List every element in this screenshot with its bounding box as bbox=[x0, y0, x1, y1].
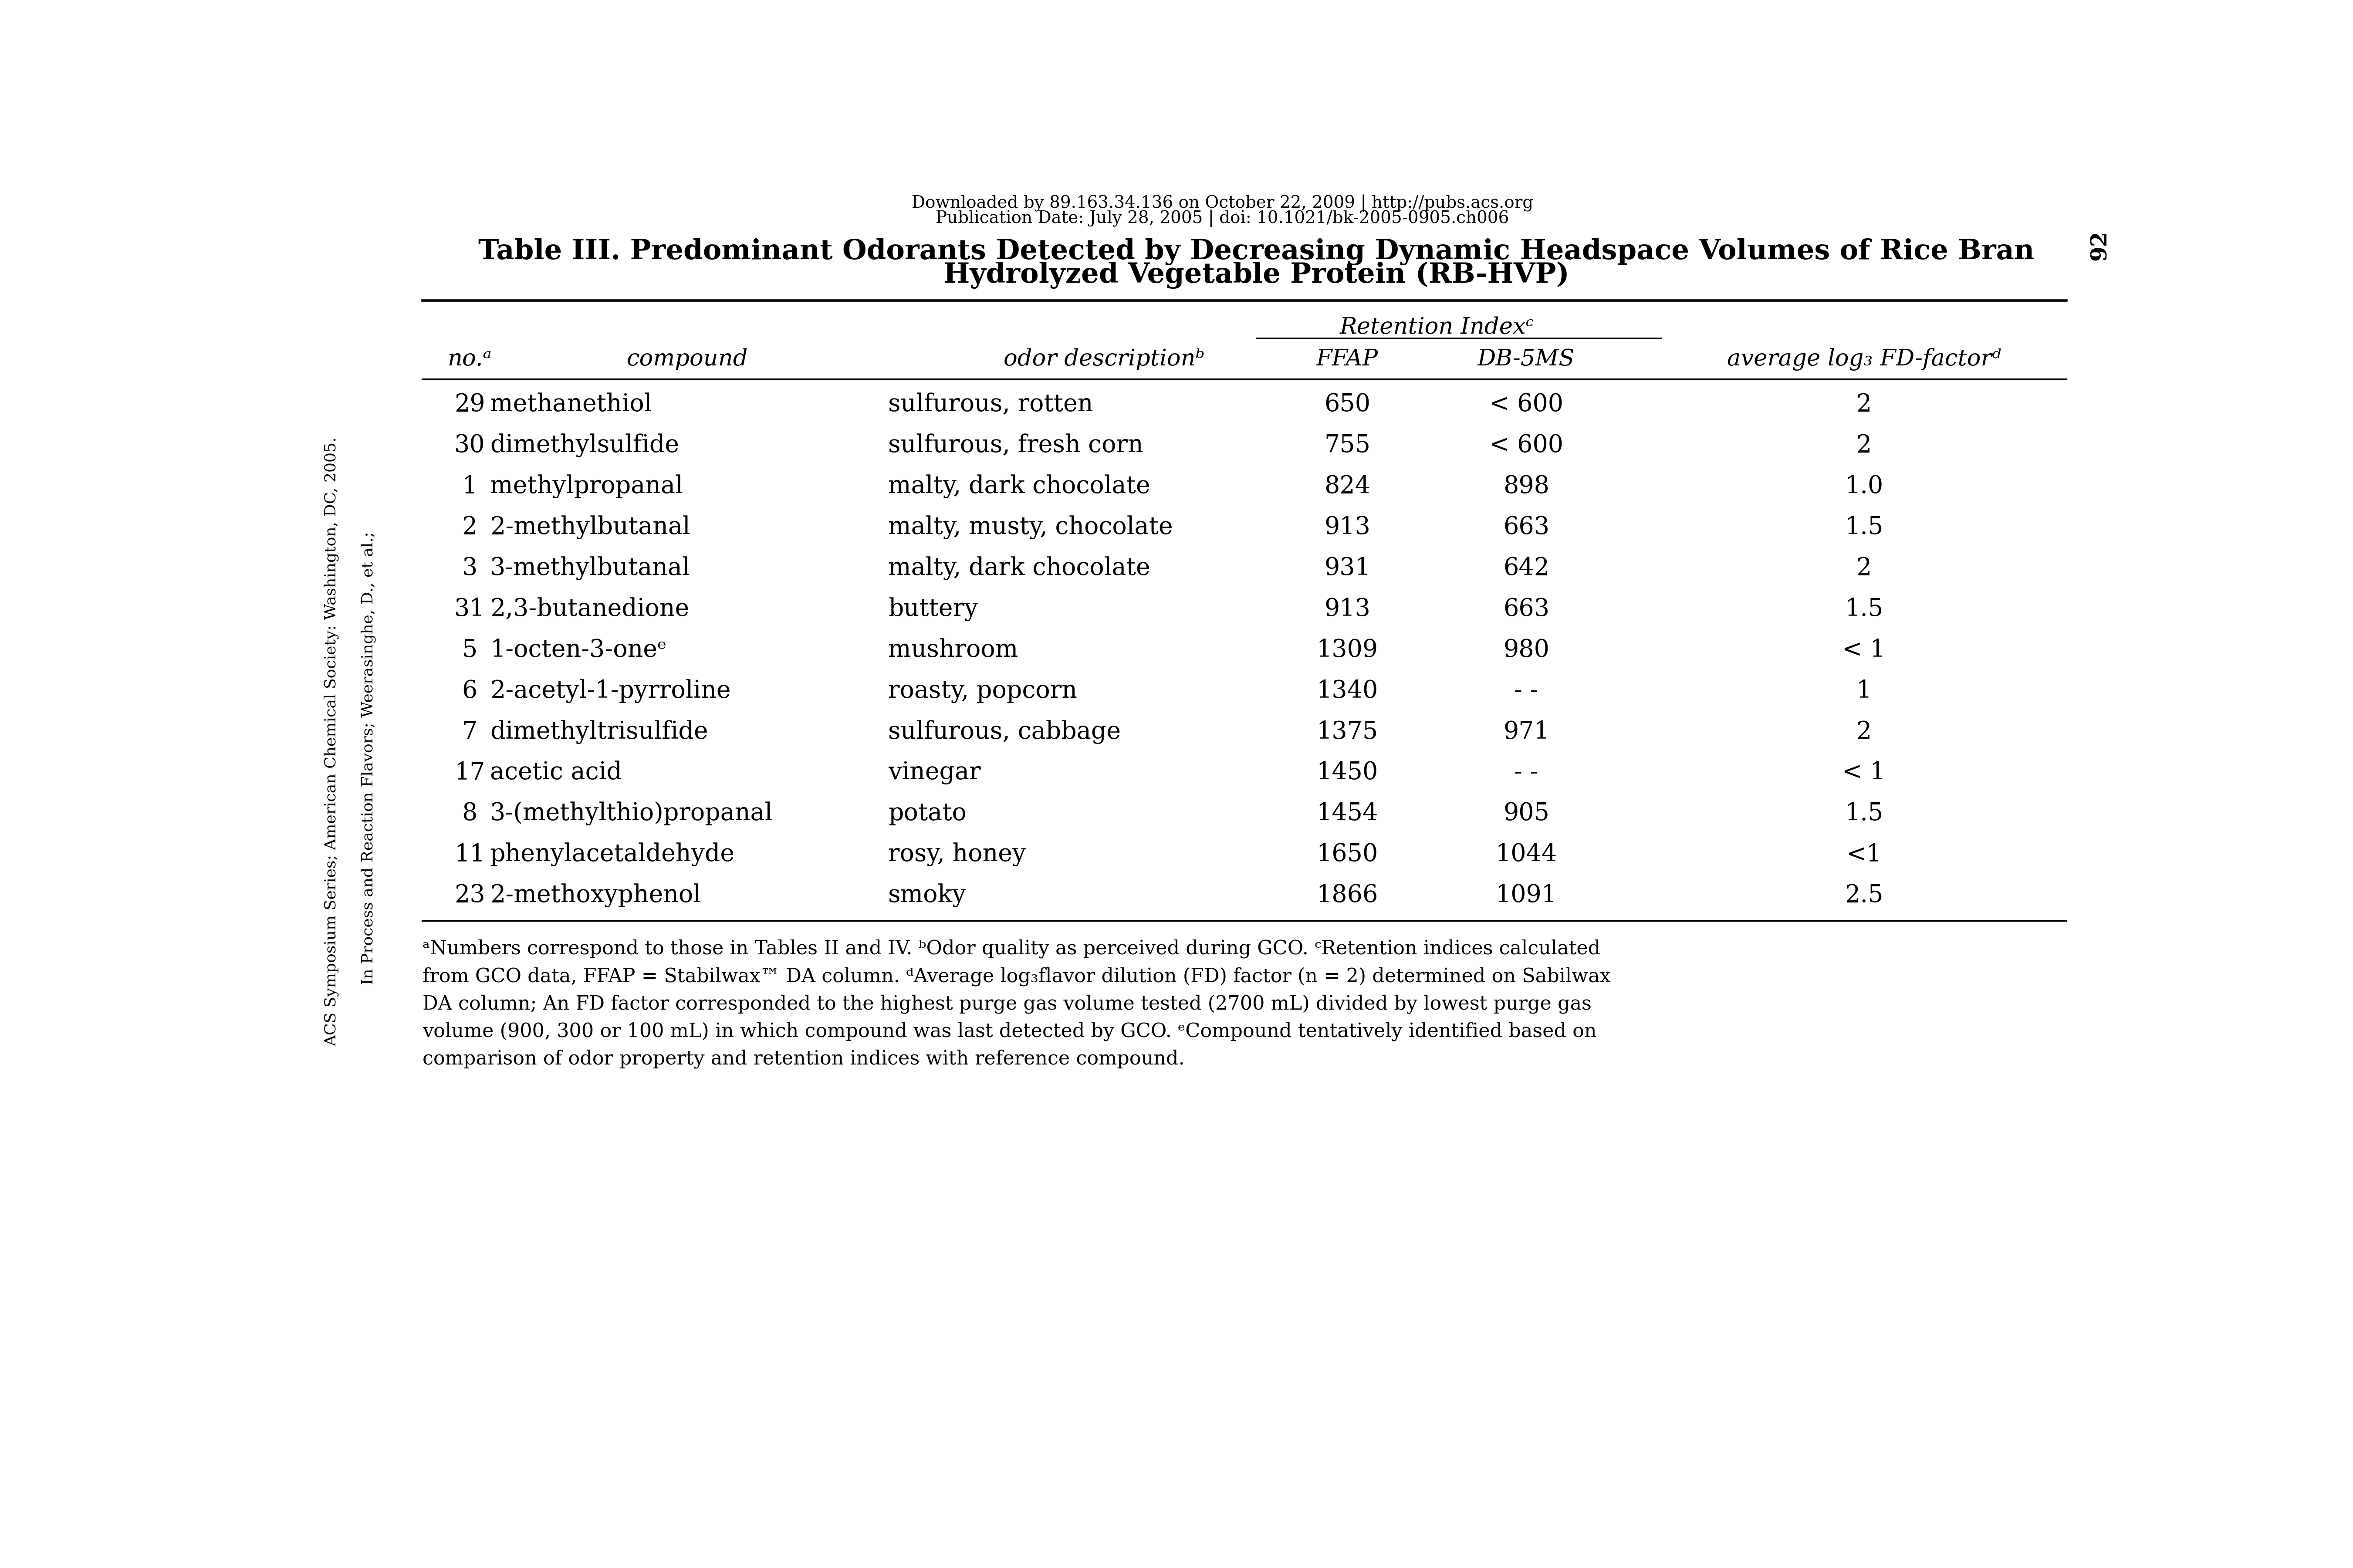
Text: 3-(methylthio)propanal: 3-(methylthio)propanal bbox=[489, 801, 772, 826]
Text: ACS Symposium Series; American Chemical Society: Washington, DC, 2005.: ACS Symposium Series; American Chemical … bbox=[325, 437, 339, 1046]
Text: rosy, honey: rosy, honey bbox=[887, 842, 1026, 867]
Text: compound: compound bbox=[626, 348, 748, 370]
Text: from GCO data, FFAP = Stabilwax™ DA column. ᵈAverage log₃flavor dilution (FD) fa: from GCO data, FFAP = Stabilwax™ DA colu… bbox=[424, 967, 1609, 986]
Text: no.ᵃ: no.ᵃ bbox=[447, 348, 492, 370]
Text: 642: 642 bbox=[1504, 557, 1548, 580]
Text: comparison of odor property and retention indices with reference compound.: comparison of odor property and retentio… bbox=[424, 1049, 1184, 1068]
Text: potato: potato bbox=[887, 801, 967, 826]
Text: 898: 898 bbox=[1504, 475, 1548, 499]
Text: 1450: 1450 bbox=[1318, 760, 1379, 784]
Text: 1.5: 1.5 bbox=[1845, 801, 1882, 826]
Text: 7: 7 bbox=[461, 720, 478, 743]
Text: 17: 17 bbox=[454, 760, 485, 784]
Text: sulfurous, fresh corn: sulfurous, fresh corn bbox=[887, 433, 1144, 458]
Text: buttery: buttery bbox=[887, 597, 979, 621]
Text: DB-5MS: DB-5MS bbox=[1478, 348, 1574, 370]
Text: 2-methylbutanal: 2-methylbutanal bbox=[489, 516, 689, 539]
Text: acetic acid: acetic acid bbox=[489, 760, 621, 784]
Text: < 1: < 1 bbox=[1842, 638, 1885, 662]
Text: 971: 971 bbox=[1504, 720, 1548, 743]
Text: 663: 663 bbox=[1504, 597, 1548, 621]
Text: < 600: < 600 bbox=[1489, 433, 1562, 458]
Text: 23: 23 bbox=[454, 883, 485, 908]
Text: 1091: 1091 bbox=[1497, 883, 1558, 908]
Text: vinegar: vinegar bbox=[887, 760, 981, 784]
Text: malty, dark chocolate: malty, dark chocolate bbox=[887, 557, 1151, 580]
Text: 1375: 1375 bbox=[1318, 720, 1379, 743]
Text: average log₃ FD-factorᵈ: average log₃ FD-factorᵈ bbox=[1727, 348, 2000, 370]
Text: 31: 31 bbox=[454, 597, 485, 621]
Text: 2: 2 bbox=[461, 516, 478, 539]
Text: FFAP: FFAP bbox=[1315, 348, 1379, 370]
Text: 755: 755 bbox=[1325, 433, 1369, 458]
Text: 663: 663 bbox=[1504, 516, 1548, 539]
Text: Downloaded by 89.163.34.136 on October 22, 2009 | http://pubs.acs.org: Downloaded by 89.163.34.136 on October 2… bbox=[911, 194, 1534, 212]
Text: roasty, popcorn: roasty, popcorn bbox=[887, 679, 1078, 702]
Text: 2-methoxyphenol: 2-methoxyphenol bbox=[489, 883, 701, 908]
Text: 1650: 1650 bbox=[1318, 842, 1379, 867]
Text: 29: 29 bbox=[454, 392, 485, 417]
Text: 1.5: 1.5 bbox=[1845, 516, 1882, 539]
Text: 92: 92 bbox=[2089, 230, 2111, 260]
Text: 1: 1 bbox=[1857, 679, 1871, 702]
Text: < 1: < 1 bbox=[1842, 760, 1885, 784]
Text: 8: 8 bbox=[461, 801, 478, 826]
Text: 913: 913 bbox=[1325, 516, 1369, 539]
Text: 3: 3 bbox=[461, 557, 478, 580]
Text: 1044: 1044 bbox=[1497, 842, 1558, 867]
Text: 1454: 1454 bbox=[1318, 801, 1379, 826]
Text: 905: 905 bbox=[1504, 801, 1548, 826]
Text: 650: 650 bbox=[1325, 392, 1369, 417]
Text: 1.0: 1.0 bbox=[1845, 475, 1882, 499]
Text: malty, dark chocolate: malty, dark chocolate bbox=[887, 475, 1151, 499]
Text: 2: 2 bbox=[1857, 720, 1871, 743]
Text: In Process and Reaction Flavors; Weerasinghe, D., et al.;: In Process and Reaction Flavors; Weerasi… bbox=[360, 532, 376, 985]
Text: - -: - - bbox=[1515, 760, 1539, 784]
Text: 1: 1 bbox=[461, 475, 478, 499]
Text: 980: 980 bbox=[1504, 638, 1548, 662]
Text: 1.5: 1.5 bbox=[1845, 597, 1882, 621]
Text: 2: 2 bbox=[1857, 557, 1871, 580]
Text: 1-octen-3-oneᵉ: 1-octen-3-oneᵉ bbox=[489, 638, 666, 662]
Text: malty, musty, chocolate: malty, musty, chocolate bbox=[887, 516, 1172, 539]
Text: 2: 2 bbox=[1857, 433, 1871, 458]
Text: DA column; An FD factor corresponded to the highest purge gas volume tested (270: DA column; An FD factor corresponded to … bbox=[424, 994, 1591, 1013]
Text: 6: 6 bbox=[461, 679, 478, 702]
Text: - -: - - bbox=[1515, 679, 1539, 702]
Text: 2.5: 2.5 bbox=[1845, 883, 1882, 908]
Text: smoky: smoky bbox=[887, 883, 967, 908]
Text: odor descriptionᵇ: odor descriptionᵇ bbox=[1005, 348, 1205, 370]
Text: 5: 5 bbox=[461, 638, 478, 662]
Text: 2: 2 bbox=[1857, 392, 1871, 417]
Text: 824: 824 bbox=[1325, 475, 1369, 499]
Text: methylpropanal: methylpropanal bbox=[489, 475, 682, 499]
Text: sulfurous, rotten: sulfurous, rotten bbox=[887, 392, 1094, 417]
Text: 3-methylbutanal: 3-methylbutanal bbox=[489, 557, 689, 580]
Text: phenylacetaldehyde: phenylacetaldehyde bbox=[489, 842, 734, 867]
Text: Publication Date: July 28, 2005 | doi: 10.1021/bk-2005-0905.ch006: Publication Date: July 28, 2005 | doi: 1… bbox=[936, 210, 1508, 227]
Text: methanethiol: methanethiol bbox=[489, 392, 652, 417]
Text: 30: 30 bbox=[454, 433, 485, 458]
Text: ᵃNumbers correspond to those in Tables II and IV. ᵇOdor quality as perceived dur: ᵃNumbers correspond to those in Tables I… bbox=[424, 939, 1600, 958]
Text: < 600: < 600 bbox=[1489, 392, 1562, 417]
Text: dimethylsulfide: dimethylsulfide bbox=[489, 433, 680, 458]
Text: 2-acetyl-1-pyrroline: 2-acetyl-1-pyrroline bbox=[489, 679, 732, 702]
Text: 11: 11 bbox=[454, 842, 485, 867]
Text: 1866: 1866 bbox=[1318, 883, 1379, 908]
Text: 1309: 1309 bbox=[1318, 638, 1379, 662]
Text: 1340: 1340 bbox=[1318, 679, 1379, 702]
Text: 2,3-butanedione: 2,3-butanedione bbox=[489, 597, 689, 621]
Text: mushroom: mushroom bbox=[887, 638, 1019, 662]
Text: <1: <1 bbox=[1847, 842, 1882, 867]
Text: volume (900, 300 or 100 mL) in which compound was last detected by GCO. ᵉCompoun: volume (900, 300 or 100 mL) in which com… bbox=[424, 1022, 1598, 1041]
Text: dimethyltrisulfide: dimethyltrisulfide bbox=[489, 720, 708, 743]
Text: Retention Indexᶜ: Retention Indexᶜ bbox=[1339, 317, 1534, 339]
Text: Hydrolyzed Vegetable Protein (RB-HVP): Hydrolyzed Vegetable Protein (RB-HVP) bbox=[944, 262, 1569, 289]
Text: sulfurous, cabbage: sulfurous, cabbage bbox=[887, 720, 1120, 743]
Text: 931: 931 bbox=[1325, 557, 1369, 580]
Text: Table III. Predominant Odorants Detected by Decreasing Dynamic Headspace Volumes: Table III. Predominant Odorants Detected… bbox=[478, 238, 2035, 265]
Text: 913: 913 bbox=[1325, 597, 1369, 621]
